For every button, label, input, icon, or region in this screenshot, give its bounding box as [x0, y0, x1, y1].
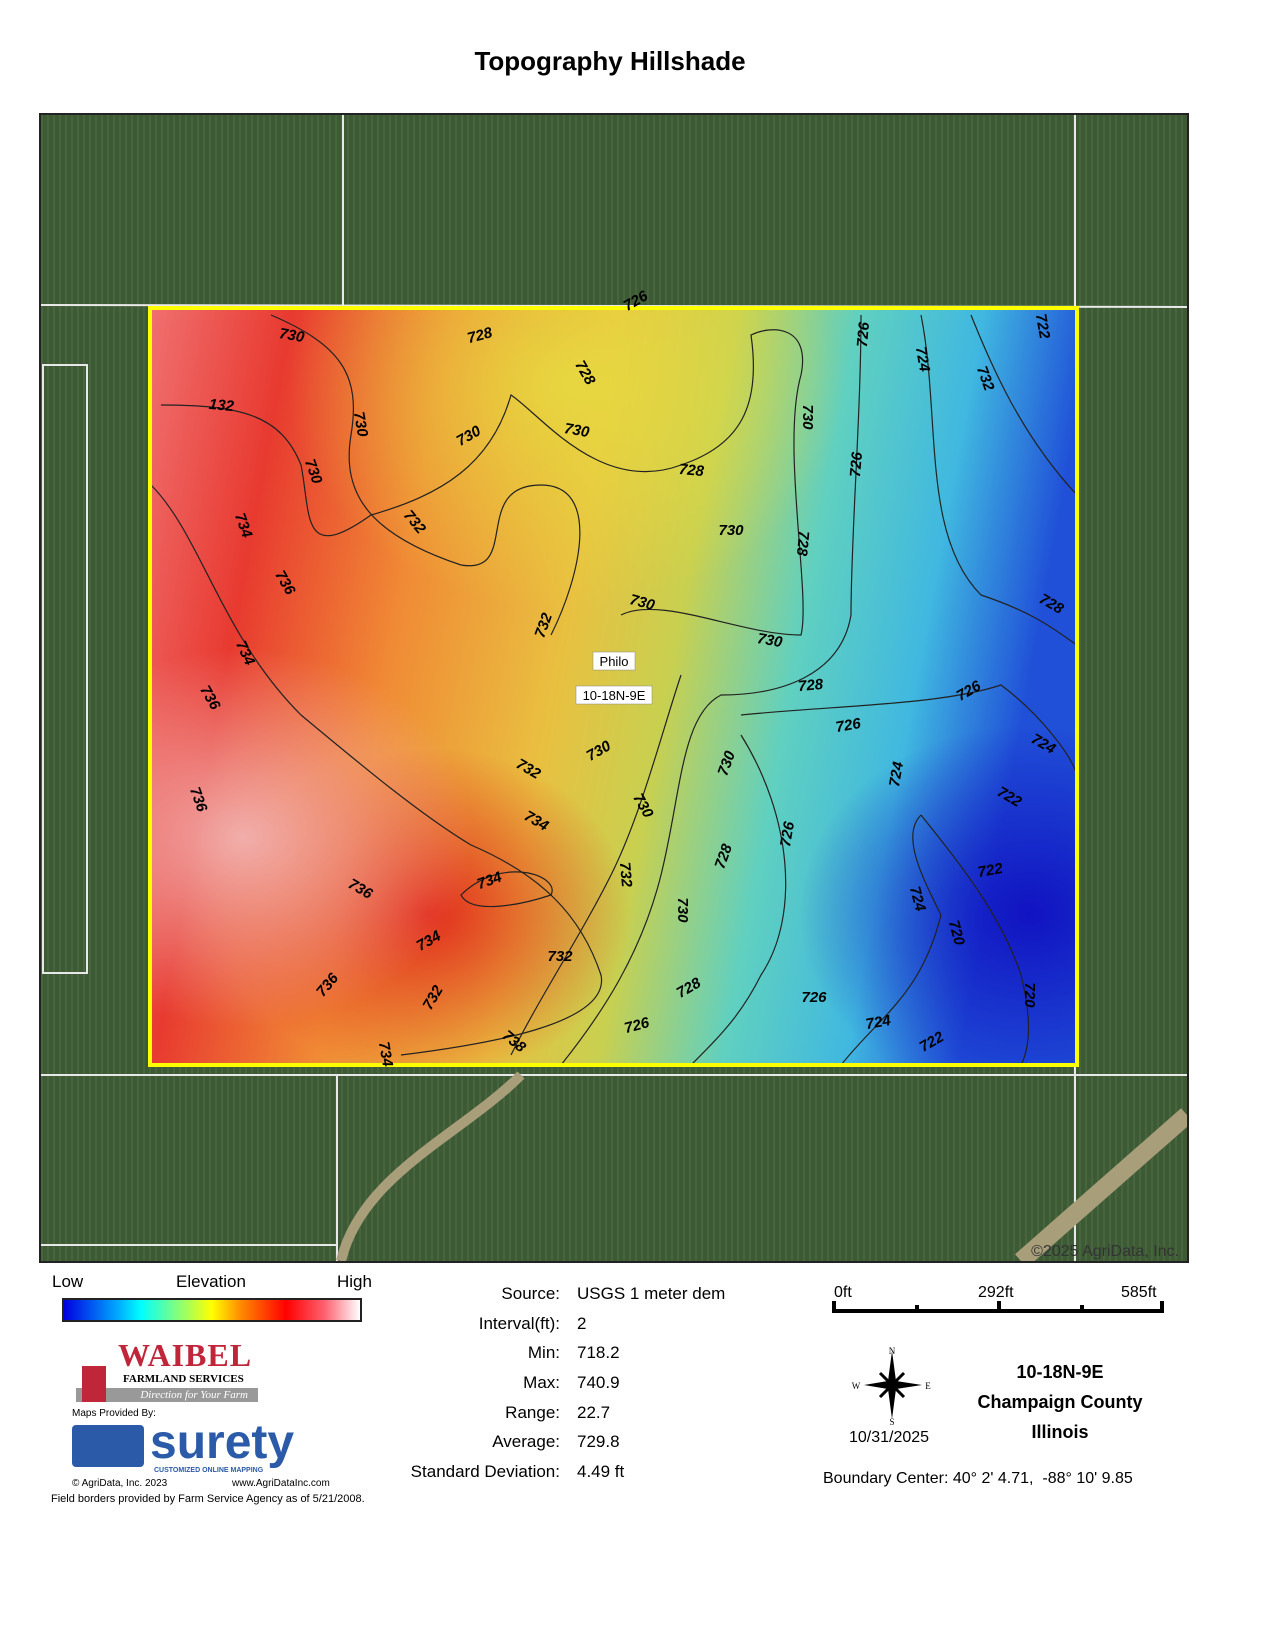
- dirt-path: [336, 1071, 525, 1261]
- boundary-center: Boundary Center: 40° 2' 4.71, -88° 10' 9…: [823, 1470, 1133, 1487]
- north-arrow-compass-icon: N S W E: [852, 1346, 932, 1425]
- field-boundary: [148, 306, 1079, 1067]
- contour-label: 726: [777, 820, 798, 848]
- contour-label: 724: [906, 885, 929, 914]
- compass-e: E: [925, 1381, 931, 1391]
- agridata-copyright: © AgriData, Inc. 2023: [72, 1478, 168, 1489]
- contour-label: 730: [799, 404, 816, 430]
- map-canvas: 726 730 728 728 722 132 730 730 730 728 726 724 732 7…: [41, 115, 1187, 1261]
- section-label: 10-18N-9E: [583, 688, 646, 703]
- stat-label: Standard Deviation:: [410, 1462, 560, 1482]
- contour-label: 730: [278, 325, 306, 346]
- stat-value: 718.2: [577, 1343, 620, 1363]
- dirt-path: [1015, 1108, 1187, 1261]
- page-title: Topography Hillshade: [474, 46, 746, 76]
- contour-label: 724: [886, 760, 907, 788]
- contour-label: 728: [466, 324, 495, 347]
- legend-high: High: [337, 1272, 372, 1291]
- scale-bar: [832, 1301, 1164, 1313]
- contour-label: 728: [793, 530, 812, 557]
- compass-s: S: [889, 1417, 894, 1425]
- contour-label: 730: [563, 420, 591, 441]
- contour-label: 730: [756, 630, 784, 651]
- stat-value: 2: [577, 1313, 587, 1333]
- contour-label: 724: [912, 345, 933, 373]
- contour-label: 730: [674, 897, 691, 923]
- scale-label-0: 0ft: [834, 1284, 852, 1301]
- contour-lines: [150, 314, 1078, 1066]
- stat-label: Range:: [505, 1402, 560, 1422]
- surety-logo: surety CUSTOMIZED ONLINE MAPPING: [72, 1416, 337, 1477]
- map-date: 10/31/2025: [849, 1429, 930, 1446]
- stat-value: 4.49 ft: [577, 1462, 625, 1482]
- map-copyright: ©2025 AgriData, Inc.: [1031, 1243, 1179, 1260]
- stat-value: USGS 1 meter dem: [577, 1284, 726, 1303]
- maps-provided-by: Maps Provided By:: [72, 1408, 156, 1419]
- contour-label: 734: [375, 1040, 396, 1068]
- waibel-logo-tagline: Direction for Your Farm: [76, 1388, 258, 1402]
- waibel-logo-text: WAIBEL: [118, 1337, 253, 1373]
- barn-icon: [82, 1366, 106, 1402]
- stat-label: Source:: [501, 1284, 560, 1303]
- field-borders-note: Field borders provided by Farm Service A…: [51, 1493, 365, 1505]
- stat-value: 740.9: [577, 1373, 620, 1393]
- contour-label: 730: [718, 522, 744, 539]
- section-label-group: Philo 10-18N-9E: [575, 651, 653, 705]
- compass-w: W: [852, 1381, 861, 1391]
- map-view[interactable]: 726 730 728 728 722 132 730 730 730 728 726 724 732 7…: [39, 113, 1189, 1263]
- contour-label: 732: [616, 861, 635, 888]
- agridata-url: www.AgriDataInc.com: [232, 1478, 330, 1489]
- contour-label: 720: [945, 919, 968, 948]
- contour-label: 728: [678, 461, 705, 480]
- stat-label: Interval(ft):: [478, 1313, 560, 1333]
- stat-value: 22.7: [577, 1402, 611, 1422]
- legend-low: Low: [52, 1272, 84, 1291]
- scale-label-2: 585ft: [1121, 1284, 1157, 1301]
- contour-label: 720: [1021, 982, 1038, 1008]
- contour-label: 726: [854, 321, 873, 348]
- contour-label: 722: [976, 860, 1004, 881]
- stat-value: 729.8: [577, 1432, 620, 1452]
- contour-label: 730: [350, 410, 371, 438]
- location-section: 10-18N-9E: [1016, 1362, 1104, 1382]
- location-state: Illinois: [1031, 1422, 1089, 1442]
- surety-logo-text: surety: [150, 1416, 295, 1469]
- contour-label: 132: [208, 396, 235, 415]
- stat-label: Min:: [527, 1343, 560, 1363]
- scale-label-1: 292ft: [978, 1284, 1014, 1301]
- location-county: Champaign County: [977, 1392, 1143, 1412]
- stat-label: Average:: [492, 1432, 560, 1452]
- contour-label: 724: [864, 1012, 892, 1033]
- contour-label: 726: [847, 451, 866, 478]
- compass-n: N: [889, 1346, 896, 1356]
- contour-label: 730: [628, 591, 657, 614]
- stat-label: Max:: [523, 1373, 560, 1393]
- section-name: Philo: [600, 654, 629, 669]
- legend-title: Elevation: [176, 1272, 246, 1291]
- contour-label: 728: [797, 676, 824, 695]
- waibel-logo: WAIBEL FARMLAND SERVICES INC. Direction …: [68, 1338, 268, 1410]
- contour-label: 726: [623, 1014, 652, 1037]
- surety-logo-sub: CUSTOMIZED ONLINE MAPPING: [154, 1467, 264, 1474]
- globe-icon: [72, 1425, 144, 1467]
- contour-label: 726: [834, 715, 862, 736]
- elevation-color-ramp: [62, 1298, 362, 1322]
- contour-label: 732: [547, 948, 573, 965]
- contour-label: 726: [801, 989, 827, 1006]
- contour-label: 722: [1032, 312, 1053, 340]
